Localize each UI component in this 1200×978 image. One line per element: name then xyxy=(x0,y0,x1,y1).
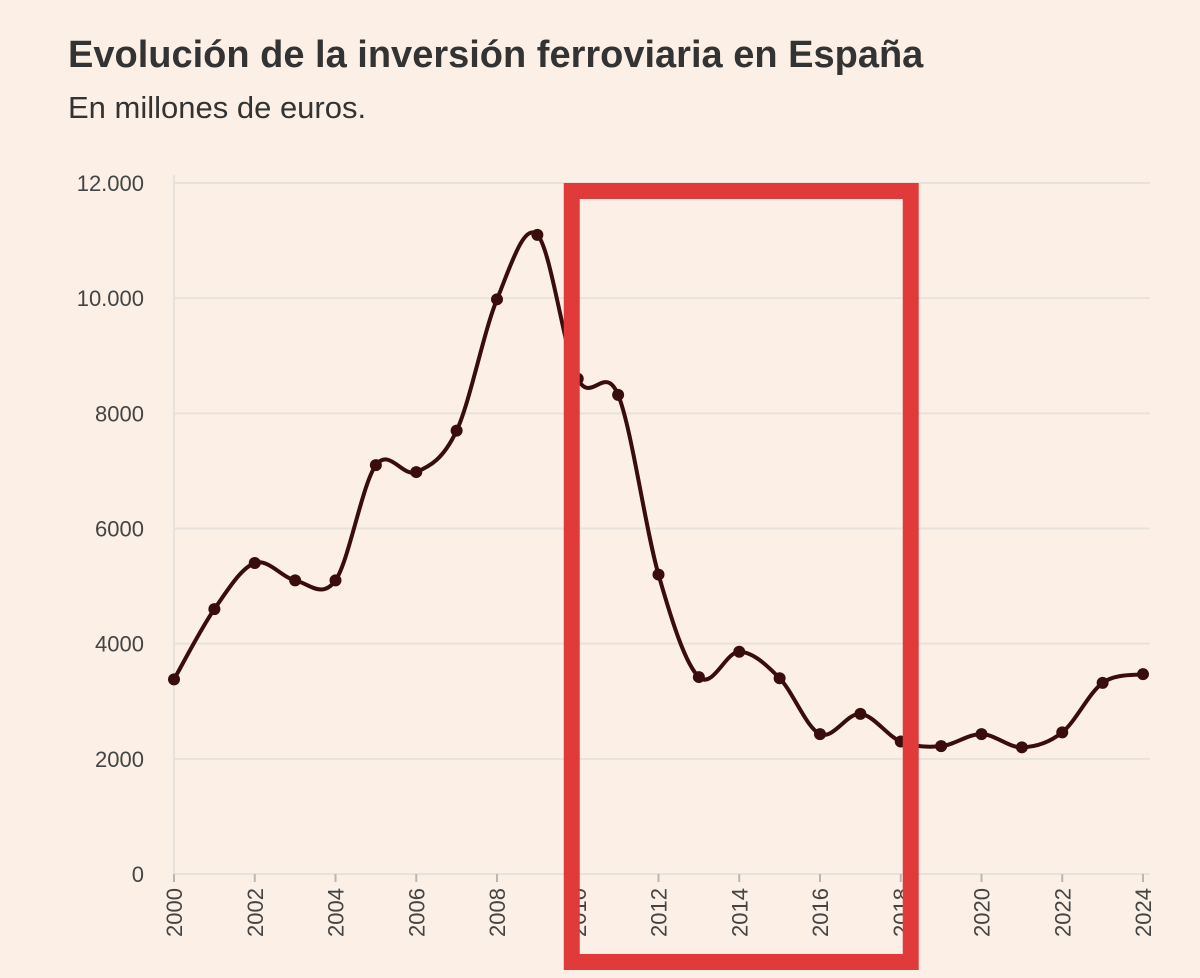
data-point xyxy=(289,574,302,587)
x-axis: 2000 2002 2004 2006 2008 2010 2012 2014 2016 2018… xyxy=(162,874,1156,937)
data-point xyxy=(814,728,826,741)
chart-title: Evolución de la inversión ferroviaria en… xyxy=(68,34,924,76)
data-point xyxy=(975,728,988,741)
data-point xyxy=(854,707,867,720)
data-point xyxy=(168,673,180,686)
data-point xyxy=(531,228,544,241)
series xyxy=(168,228,1149,754)
x-tick-label: 2022 xyxy=(1050,888,1075,937)
data-point xyxy=(935,740,948,753)
data-point xyxy=(329,574,342,587)
data-point xyxy=(1096,676,1109,689)
x-tick-label: 2006 xyxy=(404,888,429,937)
data-point xyxy=(612,388,625,401)
data-point xyxy=(692,671,705,684)
x-tick-label: 2000 xyxy=(162,888,187,937)
x-tick-label: 2024 xyxy=(1131,888,1156,937)
x-tick-label: 2004 xyxy=(324,888,349,937)
y-tick-label: 4000 xyxy=(95,632,144,657)
data-point xyxy=(410,466,423,479)
data-point xyxy=(208,603,221,616)
y-tick-label: 0 xyxy=(132,862,144,887)
x-tick-label: 2016 xyxy=(808,888,833,937)
y-tick-label: 10.000 xyxy=(77,286,144,311)
chart-subtitle: En millones de euros. xyxy=(68,90,367,125)
data-point xyxy=(248,557,261,570)
series-line xyxy=(172,230,1145,750)
data-point xyxy=(1015,741,1028,754)
y-tick-label: 6000 xyxy=(95,517,144,542)
y-tick-label: 12.000 xyxy=(77,171,144,196)
y-tick-label: 8000 xyxy=(95,401,144,426)
x-tick-label: 2012 xyxy=(647,888,672,937)
x-tick-label: 2008 xyxy=(485,888,510,937)
y-tick-label: 2000 xyxy=(95,747,144,772)
y-axis: 0 2000 4000 6000 8000 10.000 12.000 xyxy=(77,171,175,887)
x-tick-label: 2020 xyxy=(970,888,995,937)
grid xyxy=(174,182,1150,875)
data-point xyxy=(1056,726,1069,739)
data-point xyxy=(773,672,786,685)
data-point xyxy=(1137,668,1149,681)
x-tick-label: 2014 xyxy=(727,888,752,937)
data-point xyxy=(450,424,463,437)
data-point xyxy=(491,293,503,306)
annotations xyxy=(563,183,919,970)
data-point xyxy=(733,645,746,658)
data-point xyxy=(652,568,665,581)
highlight-rectangle xyxy=(563,183,919,970)
x-tick-label: 2002 xyxy=(243,888,268,937)
data-point xyxy=(369,459,382,472)
